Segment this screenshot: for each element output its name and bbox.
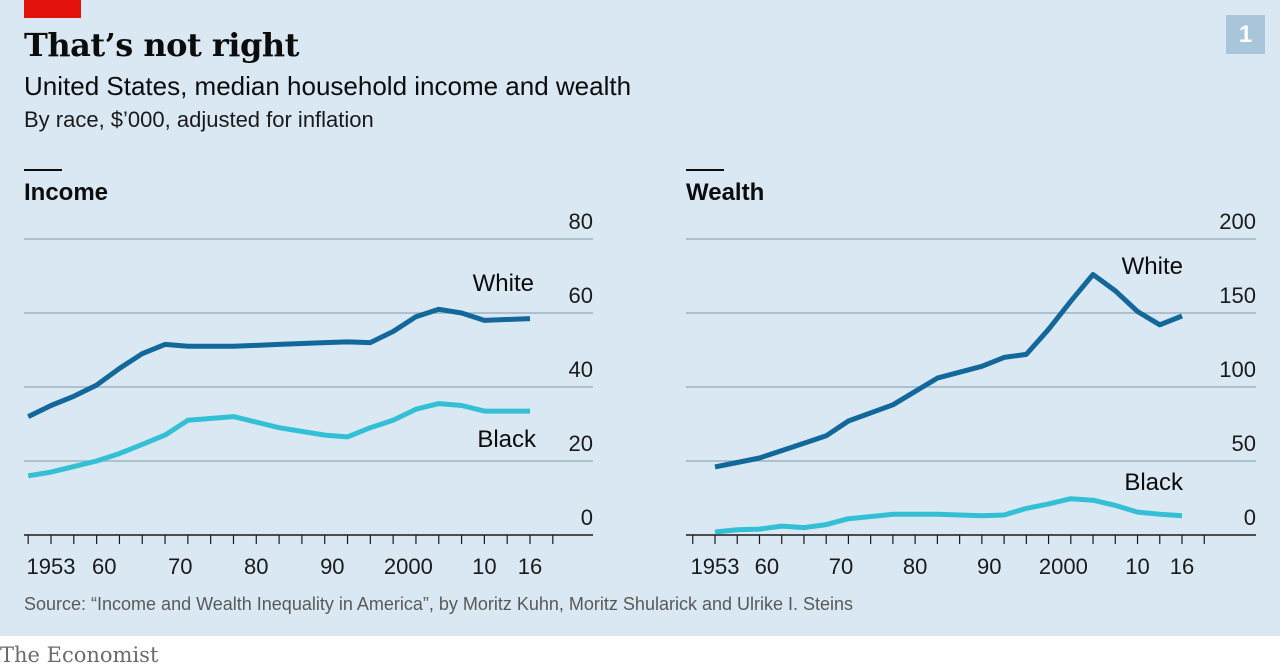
- x-tick-label: 1953: [691, 554, 740, 579]
- x-tick-label: 80: [903, 554, 927, 579]
- x-tick-label: 70: [829, 554, 853, 579]
- chart-number-badge: 1: [1226, 15, 1265, 54]
- series-line-white: [27, 306, 531, 419]
- x-tick-label: 10: [472, 554, 496, 579]
- series-label-black: Black: [477, 426, 537, 453]
- chart-wealth: Wealth 0 50 100 150 200 1953 60 70 80 90 2000 10 16 Wh…: [686, 169, 1256, 579]
- series-label-black: Black: [1124, 469, 1184, 496]
- x-tick-label: 90: [977, 554, 1001, 579]
- chart-subtitle: United States, median household income a…: [24, 71, 632, 101]
- y-tick-label: 80: [569, 209, 593, 234]
- chart-units: By race, $’000, adjusted for inflation: [24, 107, 374, 132]
- x-tick-label: 70: [168, 554, 192, 579]
- x-tick-label: 2000: [1039, 554, 1088, 579]
- y-tick-label: 40: [569, 357, 593, 382]
- y-tick-label: 100: [1219, 357, 1256, 382]
- y-tick-label: 150: [1219, 283, 1256, 308]
- x-tick-label: 10: [1125, 554, 1149, 579]
- y-tick-label: 60: [569, 283, 593, 308]
- x-tick-label: 2000: [384, 554, 433, 579]
- accent-red-tag: [24, 0, 81, 18]
- series-label-white: White: [473, 270, 534, 297]
- series-label-white: White: [1122, 253, 1183, 280]
- chart-panel: [0, 0, 1280, 636]
- y-tick-label: 0: [1244, 505, 1256, 530]
- panel-title: Income: [24, 179, 108, 206]
- series-line-black: [714, 496, 1183, 535]
- source-note: Source: “Income and Wealth Inequality in…: [24, 594, 854, 614]
- x-tick-label: 16: [518, 554, 542, 579]
- x-tick-label: 16: [1170, 554, 1194, 579]
- panel-title: Wealth: [686, 179, 764, 206]
- y-tick-label: 50: [1232, 431, 1256, 456]
- chart-income: Income 0 20 40 60 80 1953 60 70 80 90 2000 10 16 White…: [24, 169, 593, 579]
- series-line-black: [27, 401, 530, 479]
- y-tick-label: 200: [1219, 209, 1256, 234]
- x-tick-label: 90: [320, 554, 344, 579]
- x-tick-label: 80: [244, 554, 268, 579]
- x-tick-label: 60: [92, 554, 116, 579]
- y-tick-label: 0: [581, 505, 593, 530]
- x-tick-label: 60: [755, 554, 779, 579]
- series-line-white: [714, 272, 1183, 470]
- x-tick-label: 1953: [27, 554, 76, 579]
- economist-brand: The Economist: [0, 643, 159, 667]
- chart-title: That’s not right: [24, 26, 299, 64]
- y-tick-label: 20: [569, 431, 593, 456]
